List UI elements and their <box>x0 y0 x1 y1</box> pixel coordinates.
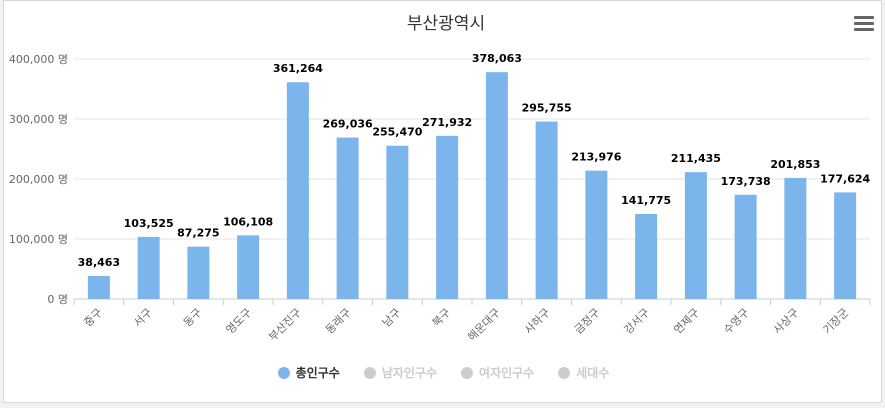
data-label: 38,463 <box>78 256 120 269</box>
x-tick-label: 금정구 <box>572 306 603 337</box>
bar[interactable] <box>535 121 558 299</box>
bar[interactable] <box>137 236 160 299</box>
bar[interactable] <box>237 235 260 299</box>
bar[interactable] <box>436 135 459 299</box>
data-label: 211,435 <box>671 152 721 165</box>
data-label: 173,738 <box>721 175 771 188</box>
data-label: 255,470 <box>372 126 422 139</box>
data-label: 106,108 <box>223 215 273 228</box>
data-label: 213,976 <box>571 151 621 164</box>
x-tick-label: 중구 <box>81 306 105 330</box>
chart-title: 부산광역시 <box>407 14 485 34</box>
data-label: 295,755 <box>522 102 572 115</box>
data-label: 201,853 <box>770 158 820 171</box>
bar[interactable] <box>286 82 309 299</box>
legend-dot <box>363 366 376 379</box>
x-tick-label: 강서구 <box>622 306 653 337</box>
bar-chart: 부산광역시 0 명 100,000 명 200,000 명 300,000 명 400,… <box>9 14 871 344</box>
y-tick-label: 200,000 명 <box>9 173 68 186</box>
x-tick-label: 동구 <box>181 306 205 330</box>
legend-dot <box>461 366 474 379</box>
data-label: 269,036 <box>323 118 373 131</box>
bar[interactable] <box>87 275 110 299</box>
x-tick-label: 사하구 <box>521 305 552 336</box>
hamburger-menu-icon[interactable] <box>854 16 874 32</box>
y-tick-label: 400,000 명 <box>9 53 68 66</box>
x-axis-labels: 중구 서구 동구 영도구 부산진구 동래구 남구 북구 해운대구 사하구 금정구 강서구 연제구 수영구 사… <box>81 305 851 344</box>
data-label: 141,775 <box>621 194 671 207</box>
bar[interactable] <box>386 145 409 299</box>
chart-container: 부산광역시 0 명 100,000 명 200,000 명 300,000 명 400,… <box>3 0 882 403</box>
legend-label: 여자인구수 <box>479 366 535 380</box>
bar[interactable] <box>485 72 508 299</box>
legend-item-households[interactable]: 세대수 <box>558 364 609 381</box>
bar[interactable] <box>635 213 658 299</box>
bar[interactable] <box>734 194 757 299</box>
legend-dot <box>277 366 290 379</box>
legend-dot <box>558 366 571 379</box>
x-tick-label: 서구 <box>131 306 155 330</box>
legend-item-female[interactable]: 여자인구수 <box>461 364 534 381</box>
data-label: 177,624 <box>820 172 870 185</box>
data-label: 87,275 <box>177 227 219 240</box>
y-tick-label: 0 명 <box>47 293 68 306</box>
bar[interactable] <box>684 172 707 299</box>
x-tick-label: 기장군 <box>821 306 852 337</box>
bar[interactable] <box>336 137 359 299</box>
bars[interactable] <box>87 72 857 299</box>
legend-label: 총인구수 <box>295 366 340 380</box>
legend-item-total[interactable]: 총인구수 <box>277 364 340 381</box>
data-label: 378,063 <box>472 52 522 65</box>
x-tick-label: 영도구 <box>224 306 255 337</box>
bar[interactable] <box>187 246 210 299</box>
data-label: 103,525 <box>124 217 174 230</box>
x-tick-label: 연제구 <box>671 306 702 337</box>
y-tick-label: 100,000 명 <box>9 233 68 246</box>
legend: 총인구수 남자인구수 여자인구수 세대수 <box>4 364 883 381</box>
x-tick-label: 수영구 <box>721 306 752 337</box>
x-tick-label: 부산진구 <box>266 306 304 344</box>
legend-item-male[interactable]: 남자인구수 <box>363 364 438 381</box>
x-tick-label: 남구 <box>380 306 404 330</box>
legend-label: 남자인구수 <box>381 366 438 380</box>
data-label: 361,264 <box>273 62 323 75</box>
y-axis-labels: 0 명 100,000 명 200,000 명 300,000 명 400,000 명 <box>9 53 68 306</box>
x-tick-label: 해운대구 <box>464 305 503 344</box>
bar[interactable] <box>784 177 807 299</box>
data-label: 271,932 <box>422 116 472 129</box>
bar[interactable] <box>585 170 608 299</box>
x-tick-label: 사상구 <box>771 306 802 337</box>
x-tick-label: 동래구 <box>323 306 354 337</box>
bar[interactable] <box>834 192 857 299</box>
legend-label: 세대수 <box>576 366 610 380</box>
y-tick-label: 300,000 명 <box>9 113 68 126</box>
x-tick-label: 북구 <box>430 306 454 330</box>
